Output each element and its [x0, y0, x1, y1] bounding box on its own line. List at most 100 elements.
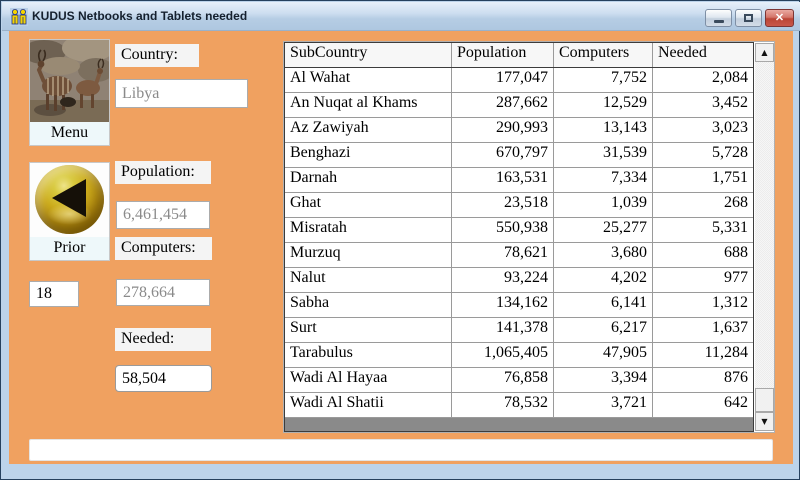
- cell-population: 141,378: [452, 318, 554, 342]
- vertical-scrollbar[interactable]: ▲ ▼: [755, 43, 774, 431]
- country-field[interactable]: [115, 79, 248, 108]
- table-row[interactable]: Benghazi 670,797 31,539 5,728: [285, 143, 753, 168]
- computers-label: Computers:: [115, 237, 212, 260]
- cell-population: 78,621: [452, 243, 554, 267]
- table-row[interactable]: An Nuqat al Khams 287,662 12,529 3,452: [285, 93, 753, 118]
- cell-subcountry: Sabha: [285, 293, 452, 317]
- maximize-button[interactable]: [735, 9, 762, 27]
- cell-computers: 4,202: [554, 268, 653, 292]
- cell-needed: 876: [724, 369, 748, 386]
- country-label: Country:: [115, 44, 199, 67]
- cell-needed: 3,023: [712, 119, 748, 136]
- cell-subcountry: Ghat: [285, 193, 452, 217]
- cell-population: 1,065,405: [452, 343, 554, 367]
- column-header-population[interactable]: Population: [452, 43, 554, 67]
- gold-sphere: [30, 163, 109, 237]
- menu-button-label: Menu: [30, 122, 109, 145]
- cell-computers: 31,539: [554, 143, 653, 167]
- cell-population: 134,162: [452, 293, 554, 317]
- window-title: KUDUS Netbooks and Tablets needed: [32, 9, 248, 23]
- table-rows: Al Wahat 177,047 7,752 2,084 An Nuqat al…: [285, 68, 753, 418]
- cell-needed: 1,312: [712, 294, 748, 311]
- cell-population: 93,224: [452, 268, 554, 292]
- cell-subcountry: Surt: [285, 318, 452, 342]
- minimize-button[interactable]: [705, 9, 732, 27]
- prior-button-label: Prior: [30, 237, 109, 260]
- table-row[interactable]: Wadi Al Shatii 78,532 3,721 642: [285, 393, 753, 418]
- table-row[interactable]: Darnah 163,531 7,334 1,751: [285, 168, 753, 193]
- cell-subcountry: Misratah: [285, 218, 452, 242]
- record-number-field[interactable]: [29, 281, 79, 307]
- cell-subcountry: Benghazi: [285, 143, 452, 167]
- cell-needed: 268: [724, 194, 748, 211]
- cell-computers: 12,529: [554, 93, 653, 117]
- message-bar[interactable]: [29, 439, 773, 461]
- cell-computers: 1,039: [554, 193, 653, 217]
- cell-needed: 11,284: [704, 344, 748, 361]
- column-header-subcountry[interactable]: SubCountry: [285, 43, 452, 67]
- cell-subcountry: Wadi Al Hayaa: [285, 368, 452, 392]
- cell-computers: 47,905: [554, 343, 653, 367]
- cell-subcountry: Tarabulus: [285, 343, 452, 367]
- table-row[interactable]: Ghat 23,518 1,039 268: [285, 193, 753, 218]
- cell-subcountry: An Nuqat al Khams: [285, 93, 452, 117]
- close-icon: ✕: [774, 11, 785, 24]
- cell-needed: 688: [724, 244, 748, 261]
- cell-computers: 6,217: [554, 318, 653, 342]
- cell-population: 76,858: [452, 368, 554, 392]
- table-row[interactable]: Al Wahat 177,047 7,752 2,084: [285, 68, 753, 93]
- table-row[interactable]: Surt 141,378 6,217 1,637: [285, 318, 753, 343]
- client-area: Menu Prior Country: Population: Computer…: [9, 31, 793, 464]
- table-row[interactable]: Tarabulus 1,065,405 47,905 11,284: [285, 343, 753, 368]
- population-label: Population:: [115, 161, 211, 184]
- table-row[interactable]: Nalut 93,224 4,202 977: [285, 268, 753, 293]
- prior-button[interactable]: Prior: [29, 162, 110, 261]
- table-row[interactable]: Wadi Al Hayaa 76,858 3,394 876: [285, 368, 753, 393]
- cell-needed: 5,728: [712, 144, 748, 161]
- table-row[interactable]: Sabha 134,162 6,141 1,312: [285, 293, 753, 318]
- needed-field[interactable]: [115, 365, 212, 392]
- subcountry-grid-panel: SubCountry Population Computers Needed A…: [283, 41, 775, 433]
- cell-population: 78,532: [452, 393, 554, 417]
- cell-needed: 2,084: [712, 69, 748, 86]
- scroll-up-button[interactable]: ▲: [755, 43, 774, 62]
- computers-field[interactable]: [116, 279, 210, 306]
- table-row[interactable]: Misratah 550,938 25,277 5,331: [285, 218, 753, 243]
- cell-computers: 13,143: [554, 118, 653, 142]
- scroll-up-icon: ▲: [761, 48, 768, 57]
- cell-computers: 3,680: [554, 243, 653, 267]
- cell-subcountry: Al Wahat: [285, 68, 452, 92]
- column-header-computers[interactable]: Computers: [554, 43, 653, 67]
- cell-computers: 7,334: [554, 168, 653, 192]
- scroll-down-icon: ▼: [761, 417, 768, 426]
- table-row[interactable]: Murzuq 78,621 3,680 688: [285, 243, 753, 268]
- app-icon[interactable]: [10, 8, 28, 26]
- cell-computers: 3,721: [554, 393, 653, 417]
- close-button[interactable]: ✕: [765, 9, 794, 27]
- cell-population: 550,938: [452, 218, 554, 242]
- menu-button[interactable]: Menu: [29, 39, 110, 146]
- cell-needed: 5,331: [712, 219, 748, 236]
- table-row[interactable]: Az Zawiyah 290,993 13,143 3,023: [285, 118, 753, 143]
- cell-needed: 642: [724, 394, 748, 411]
- cell-population: 287,662: [452, 93, 554, 117]
- subcountry-table: SubCountry Population Computers Needed A…: [284, 42, 754, 432]
- cell-subcountry: Wadi Al Shatii: [285, 393, 452, 417]
- cell-needed: 1,751: [712, 169, 748, 186]
- cell-computers: 7,752: [554, 68, 653, 92]
- cell-population: 163,531: [452, 168, 554, 192]
- population-field[interactable]: [116, 201, 210, 229]
- maximize-icon: [744, 14, 753, 22]
- cell-population: 177,047: [452, 68, 554, 92]
- cell-population: 670,797: [452, 143, 554, 167]
- cell-needed: 977: [724, 269, 748, 286]
- scroll-down-button[interactable]: ▼: [755, 412, 774, 431]
- cell-computers: 25,277: [554, 218, 653, 242]
- title-bar[interactable]: KUDUS Netbooks and Tablets needed: [2, 2, 800, 31]
- column-header-needed[interactable]: Needed: [658, 44, 707, 61]
- cell-population: 290,993: [452, 118, 554, 142]
- cell-computers: 3,394: [554, 368, 653, 392]
- scrollbar-thumb[interactable]: [755, 388, 774, 412]
- cell-subcountry: Nalut: [285, 268, 452, 292]
